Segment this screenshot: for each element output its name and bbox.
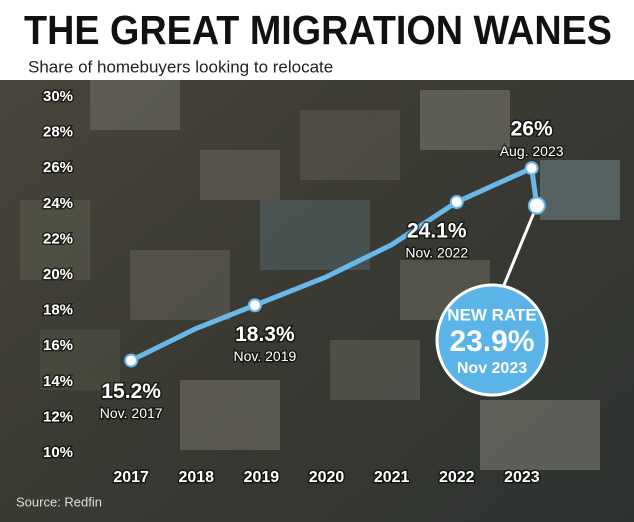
y-tick-label: 20% <box>43 266 73 283</box>
annotation-value: 15.2% <box>101 380 161 403</box>
annotation-date: Nov. 2017 <box>100 405 163 421</box>
point <box>449 195 464 210</box>
x-tick-label: 2022 <box>439 469 475 486</box>
x-tick-label: 2018 <box>178 469 214 486</box>
x-tick-label: 2021 <box>374 469 410 486</box>
point <box>527 196 546 215</box>
new-rate-date: Nov 2023 <box>457 360 527 377</box>
new-rate-badge <box>435 283 549 397</box>
y-tick-label: 28% <box>43 124 73 141</box>
y-tick-label: 30% <box>43 88 73 105</box>
y-tick-label: 10% <box>43 444 73 461</box>
annotation-value: 24.1% <box>407 220 467 243</box>
y-tick-label: 26% <box>43 159 73 176</box>
annotation-value: 26% <box>511 118 553 141</box>
point <box>247 298 262 313</box>
x-tick-label: 2023 <box>504 469 540 486</box>
x-tick-label: 2020 <box>309 469 345 486</box>
header-band <box>0 0 634 80</box>
chart-subtitle: Share of homebuyers looking to relocate <box>28 57 333 76</box>
y-tick-label: 16% <box>43 337 73 354</box>
annotation-date: Nov. 2019 <box>233 348 296 364</box>
x-tick-label: 2017 <box>113 469 149 486</box>
chart-title: THE GREAT MIGRATION WANES <box>24 7 612 53</box>
point <box>524 161 539 176</box>
line <box>130 165 540 363</box>
source: Source: Redfin <box>16 494 102 509</box>
y-tick-label: 18% <box>43 302 73 319</box>
annotation-date: Nov. 2022 <box>405 245 468 261</box>
y-tick-label: 12% <box>43 408 73 425</box>
annotation-value: 18.3% <box>235 323 295 346</box>
new-rate-heading: NEW RATE <box>447 305 536 324</box>
annotation-date: Aug. 2023 <box>500 143 564 159</box>
connector <box>500 205 539 291</box>
y-tick-label: 22% <box>43 230 73 247</box>
y-tick-label: 14% <box>43 373 73 390</box>
new-rate-value: 23.9% <box>449 325 534 358</box>
point <box>124 353 139 368</box>
y-tick-label: 24% <box>43 195 73 212</box>
x-tick-label: 2019 <box>244 469 280 486</box>
